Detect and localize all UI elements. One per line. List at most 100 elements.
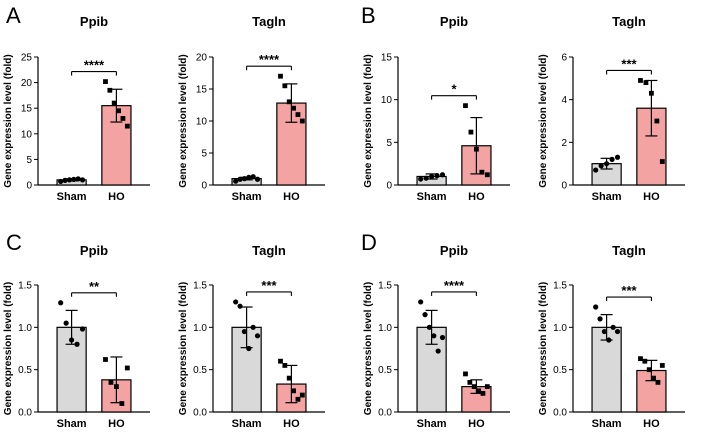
chart-title: Tagln xyxy=(252,243,286,258)
y-tick-label: 10 xyxy=(196,117,208,128)
y-axis-label: Gene expression level (fold) xyxy=(363,54,374,187)
data-point xyxy=(598,163,604,169)
data-point xyxy=(58,178,64,185)
y-tick-label: 15 xyxy=(21,104,33,115)
data-point xyxy=(484,172,490,178)
y-axis-label: Gene expression level (fold) xyxy=(538,54,549,187)
y-tick-label: 5 xyxy=(201,149,207,160)
data-point xyxy=(282,363,288,368)
category-label: HO xyxy=(643,418,660,430)
y-tick-label: 10 xyxy=(381,95,393,106)
data-point xyxy=(646,367,652,373)
data-point xyxy=(233,299,239,305)
significance-label: *** xyxy=(621,56,637,71)
data-point xyxy=(291,388,296,394)
data-point xyxy=(79,177,86,183)
data-point xyxy=(601,328,608,335)
chart-title: Ppib xyxy=(80,14,108,29)
category-label: Sham xyxy=(232,191,262,203)
data-point xyxy=(659,159,665,164)
data-point xyxy=(479,169,485,175)
y-tick-label: 0 xyxy=(386,181,392,192)
data-point xyxy=(295,396,301,402)
y-tick-label: 0.0 xyxy=(378,408,392,419)
data-point xyxy=(103,357,108,362)
chart-c-ppib: 0.0 0.5 1.0 1.5 Gene expression level (fold)… xyxy=(3,243,150,430)
y-tick-label: 6 xyxy=(561,53,567,64)
data-point xyxy=(116,108,121,114)
data-point xyxy=(69,337,75,343)
chart-title: Ppib xyxy=(440,243,468,258)
data-point xyxy=(439,172,446,178)
y-tick-label: 4 xyxy=(561,95,567,106)
data-point xyxy=(474,146,479,152)
category-label: Sham xyxy=(592,418,622,430)
y-tick-label: 20 xyxy=(21,78,33,89)
panel-letter-d: D xyxy=(361,230,377,255)
data-point xyxy=(463,103,468,109)
category-label: HO xyxy=(108,191,125,203)
y-tick-label: 0 xyxy=(561,181,567,192)
category-label: Sham xyxy=(232,418,262,430)
data-point xyxy=(74,341,80,347)
data-point xyxy=(476,388,481,394)
category-label: HO xyxy=(643,191,660,203)
significance-label: *** xyxy=(261,278,277,293)
data-point xyxy=(593,167,599,173)
data-point xyxy=(254,333,261,339)
data-point xyxy=(614,154,621,160)
category-label: Sham xyxy=(417,418,447,430)
significance-label: **** xyxy=(259,52,280,67)
y-tick-label: 20 xyxy=(196,53,208,64)
category-label: HO xyxy=(283,418,300,430)
data-point xyxy=(241,176,248,182)
data-point xyxy=(299,118,305,124)
chart-title: Ppib xyxy=(440,14,468,29)
data-point xyxy=(426,324,433,330)
significance-label: * xyxy=(451,82,457,97)
data-point xyxy=(111,100,117,106)
data-point xyxy=(418,176,424,182)
data-point xyxy=(429,173,435,180)
y-axis-label: Gene expression level (fold) xyxy=(178,54,189,187)
data-point xyxy=(610,324,616,330)
y-tick-label: 15 xyxy=(381,53,393,64)
category-label: HO xyxy=(108,418,125,430)
data-point xyxy=(58,300,64,306)
data-point xyxy=(467,379,473,385)
data-point xyxy=(468,129,474,135)
data-point xyxy=(237,303,243,309)
data-point xyxy=(233,178,239,184)
data-point xyxy=(655,379,661,385)
significance-label: ** xyxy=(89,279,100,294)
data-point xyxy=(103,79,108,84)
data-point xyxy=(291,105,296,111)
data-point xyxy=(299,392,305,398)
y-axis-label: Gene expression level (fold) xyxy=(3,54,14,187)
category-label: HO xyxy=(283,191,300,203)
data-point xyxy=(431,333,437,339)
category-label: Sham xyxy=(417,191,447,203)
chart-d-ppib: 0.0 0.5 1.0 1.5 Gene expression level (fold)… xyxy=(363,243,510,430)
y-tick-label: 0.0 xyxy=(553,408,567,419)
data-point xyxy=(418,299,424,305)
y-tick-label: 2 xyxy=(561,138,567,149)
y-tick-label: 1.0 xyxy=(553,323,567,334)
data-point xyxy=(120,116,126,121)
data-point xyxy=(246,345,252,352)
data-point xyxy=(651,375,656,381)
data-point xyxy=(606,337,612,343)
data-point xyxy=(66,177,73,183)
y-axis-label: Gene expression level (fold) xyxy=(3,282,14,415)
y-tick-label: 1.0 xyxy=(378,323,392,334)
y-tick-label: 1.5 xyxy=(378,281,392,292)
data-point xyxy=(286,99,292,105)
chart-title: Ppib xyxy=(80,243,108,258)
y-axis-label: Gene expression level (fold) xyxy=(178,282,189,415)
data-point xyxy=(250,324,256,330)
significance-label: *** xyxy=(621,283,637,298)
data-point xyxy=(282,83,288,89)
data-point xyxy=(649,90,654,96)
data-point xyxy=(471,384,477,389)
category-label: Sham xyxy=(57,191,87,203)
